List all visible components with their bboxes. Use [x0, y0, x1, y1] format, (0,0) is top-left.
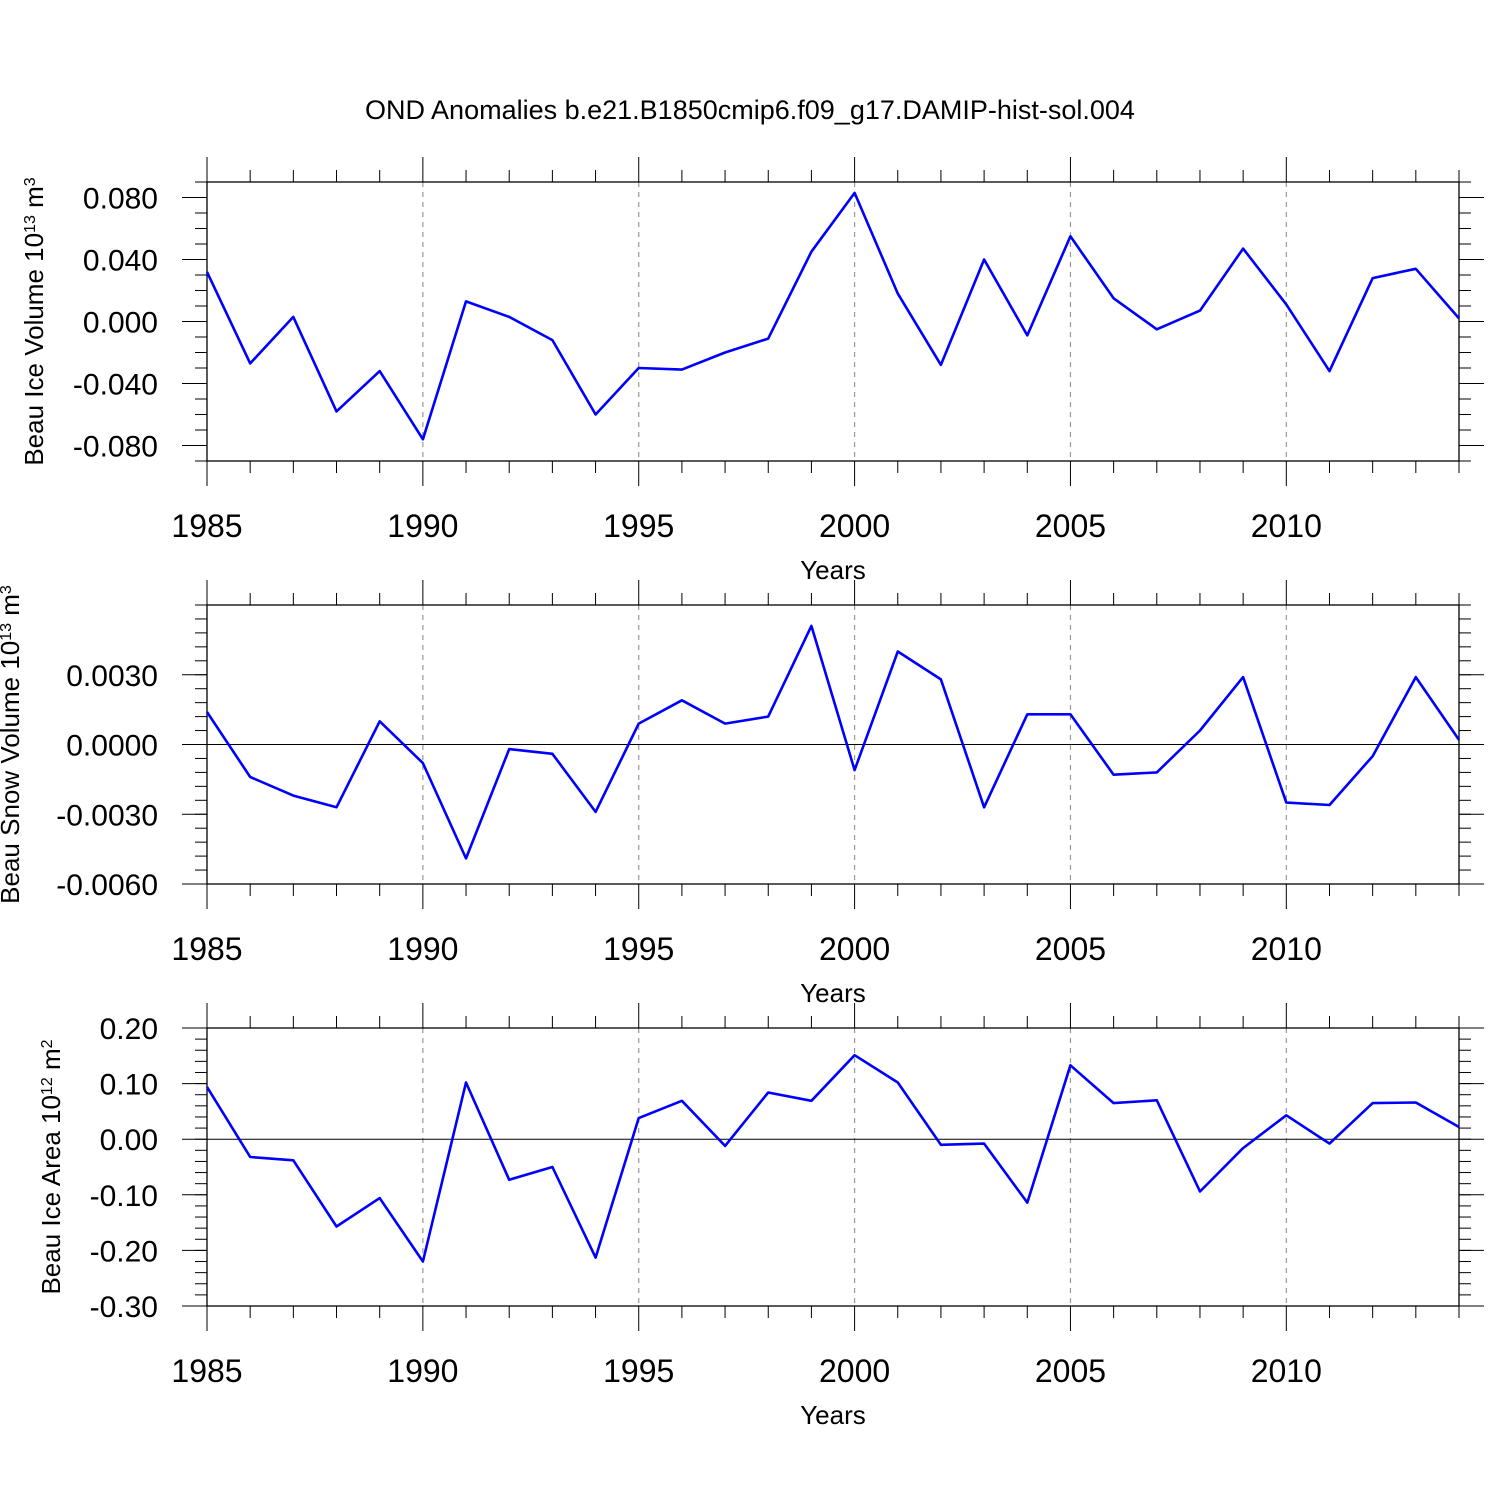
x-tick-label: 1990 [387, 931, 458, 967]
y-axis-title-superscript: 2 [39, 1039, 56, 1048]
x-tick-label: 1995 [603, 1353, 674, 1389]
x-tick-label: 2000 [819, 1353, 890, 1389]
x-tick-label: 2000 [819, 508, 890, 544]
y-tick-label: -0.040 [73, 369, 158, 402]
y-tick-label: -0.080 [73, 431, 158, 464]
y-axis-title-text: Beau Ice Volume 10 [19, 233, 49, 466]
chart-panel-3: -0.30 -0.20 -0.10 0.00 0.10 0.20 1985 1990 1995 2… [36, 1003, 1484, 1430]
x-tick-label: 1995 [603, 508, 674, 544]
series-line-1 [205, 191, 1460, 441]
y-tick-label: 0.20 [100, 1013, 158, 1046]
y-axis-title-text: m [19, 186, 49, 215]
y-tick-label: -0.0060 [56, 869, 158, 902]
y-axis-title-superscript: 13 [0, 623, 15, 641]
x-tick-label: 2005 [1035, 1353, 1106, 1389]
y-axis-title-superscript: 12 [39, 1077, 56, 1095]
x-tick-label: 1990 [387, 508, 458, 544]
y-tick-label: 0.0030 [66, 660, 158, 693]
x-tick-label: 1990 [387, 1353, 458, 1389]
chart-panel-2: -0.0060 -0.0030 0.0000 0.0030 1985 1990 1995 20… [0, 580, 1484, 1008]
figure-title: OND Anomalies b.e21.B1850cmip6.f09_g17.D… [365, 95, 1135, 125]
x-tick-label: 2005 [1035, 931, 1106, 967]
y-axis-title-superscript: 13 [22, 215, 39, 233]
y-tick-label: 0.040 [83, 245, 158, 278]
y-tick-label: 0.0000 [66, 730, 158, 763]
y-tick-label: -0.0030 [56, 799, 158, 832]
x-axis-title: Years [800, 1400, 866, 1430]
y-axis-title-text: m [0, 594, 25, 623]
chart-panel-1: -0.080 -0.040 0.000 0.040 0.080 1985 1990 1995 2… [19, 157, 1484, 585]
y-axis-title: Beau Ice Area 1012 m2 [36, 1039, 66, 1294]
x-tick-label: 2000 [819, 931, 890, 967]
x-axis-title: Years [800, 978, 866, 1008]
x-axis-title: Years [800, 555, 866, 585]
y-tick-label: 0.000 [83, 307, 158, 340]
y-axis-title: Beau Ice Volume 1013 m3 [19, 177, 49, 465]
x-tick-label: 2010 [1251, 931, 1322, 967]
y-tick-label: -0.10 [90, 1180, 158, 1213]
series-line-1 [205, 1053, 1460, 1263]
y-axis-title-text: m [36, 1048, 66, 1077]
x-tick-label: 2005 [1035, 508, 1106, 544]
y-axis-title-superscript: 3 [0, 585, 15, 594]
x-tick-label: 2010 [1251, 1353, 1322, 1389]
y-tick-label: -0.30 [90, 1291, 158, 1324]
y-tick-label: -0.20 [90, 1235, 158, 1268]
y-tick-label: 0.080 [83, 183, 158, 216]
x-tick-label: 1985 [171, 1353, 242, 1389]
y-axis-title-text: Beau Ice Area 10 [36, 1095, 66, 1294]
y-axis-title: Beau Snow Volume 1013 m3 [0, 585, 25, 904]
plot-frame [206, 1027, 1460, 1307]
y-axis-title-text: Beau Snow Volume 10 [0, 641, 25, 904]
y-tick-label: 0.00 [100, 1124, 158, 1157]
x-tick-label: 1985 [171, 508, 242, 544]
x-tick-label: 2010 [1251, 508, 1322, 544]
x-tick-label: 1985 [171, 931, 242, 967]
y-tick-label: 0.10 [100, 1069, 158, 1102]
series-line-1 [205, 624, 1461, 860]
x-tick-label: 1995 [603, 931, 674, 967]
y-axis-title-superscript: 3 [22, 177, 39, 186]
